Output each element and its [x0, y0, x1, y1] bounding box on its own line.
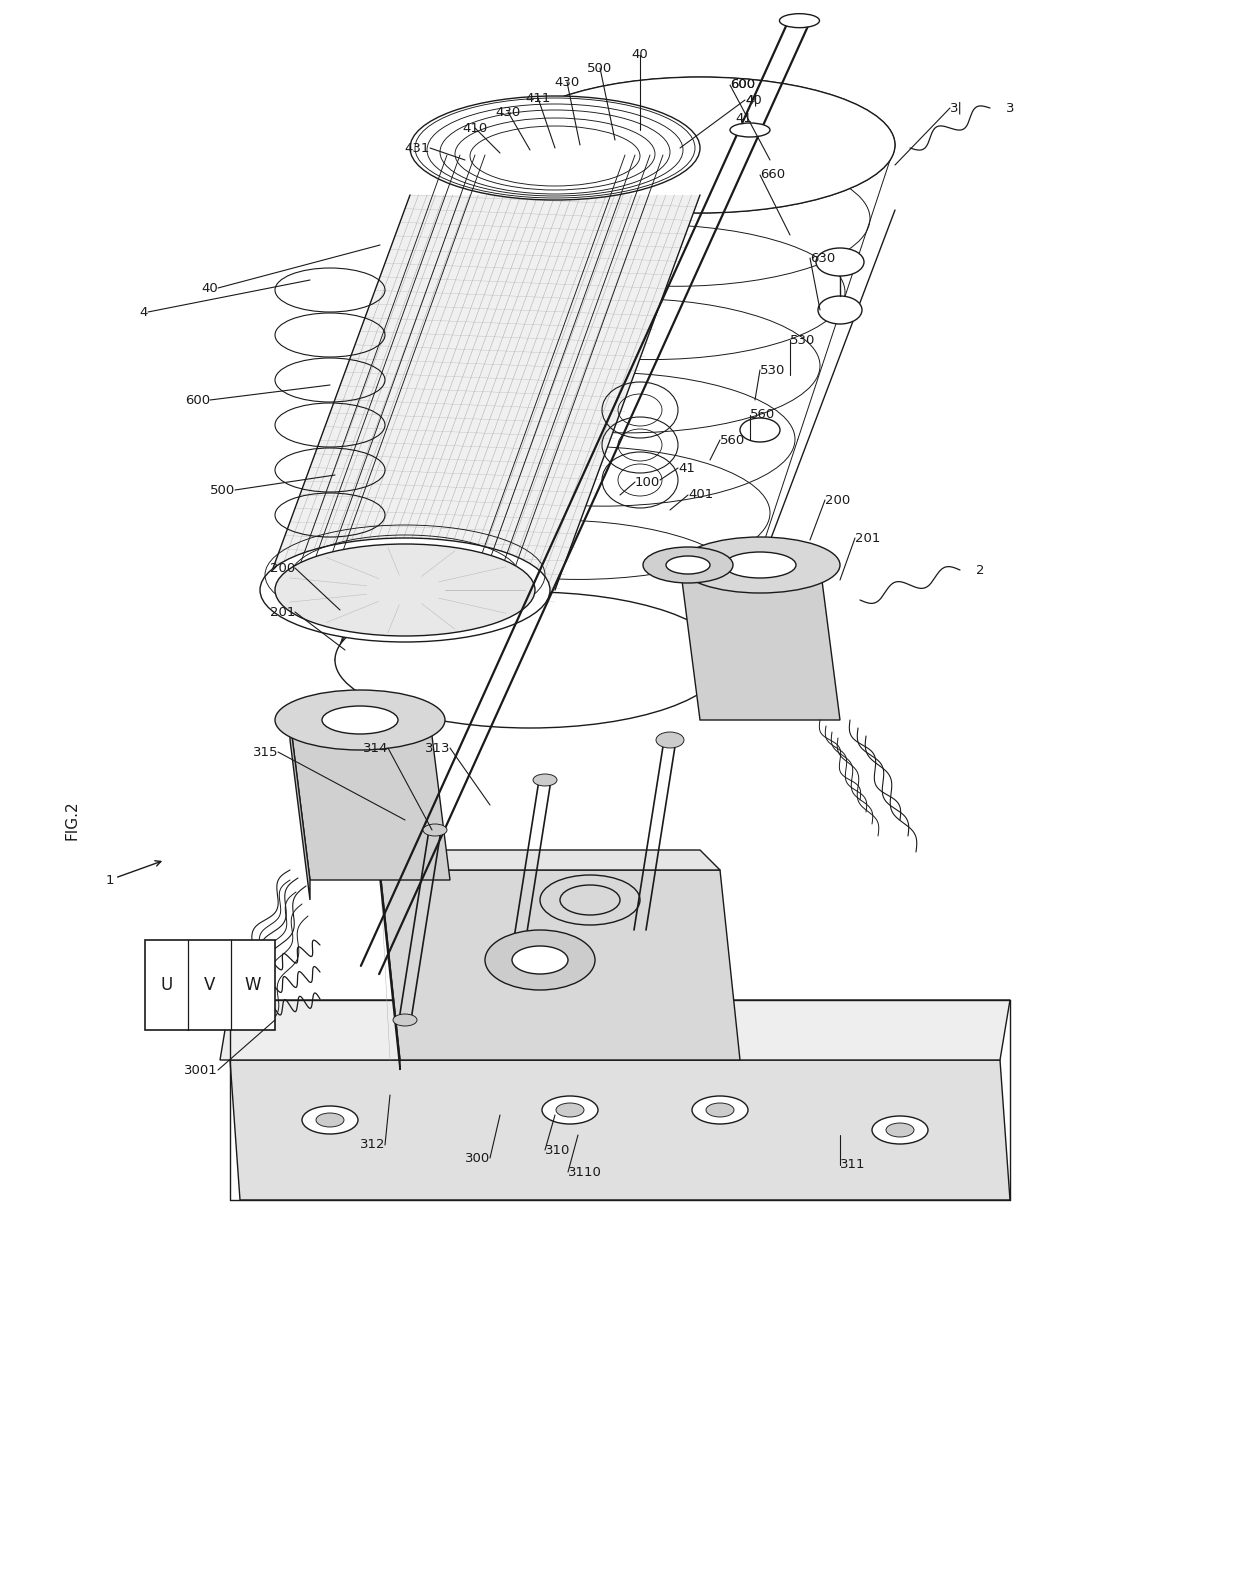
Text: 313: 313: [424, 742, 450, 755]
Ellipse shape: [740, 418, 780, 442]
Text: 3: 3: [1006, 102, 1014, 114]
Ellipse shape: [393, 1014, 417, 1026]
Text: 1: 1: [105, 874, 114, 887]
Text: 40: 40: [201, 281, 218, 294]
Polygon shape: [290, 720, 310, 899]
Text: 430: 430: [495, 105, 521, 119]
Ellipse shape: [692, 1096, 748, 1123]
Polygon shape: [680, 566, 839, 720]
Polygon shape: [265, 195, 701, 590]
Ellipse shape: [303, 1106, 358, 1135]
Text: 600: 600: [730, 78, 755, 92]
Text: 560: 560: [720, 434, 745, 447]
Text: 600: 600: [730, 78, 755, 92]
Text: 200: 200: [825, 494, 851, 507]
Text: W: W: [244, 976, 262, 995]
Text: 3|: 3|: [950, 102, 963, 114]
Polygon shape: [379, 871, 740, 1060]
Text: 660: 660: [760, 168, 785, 181]
Text: 201: 201: [269, 605, 295, 618]
Ellipse shape: [335, 593, 725, 728]
Ellipse shape: [887, 1123, 914, 1138]
Ellipse shape: [512, 945, 568, 974]
Ellipse shape: [275, 543, 534, 636]
Text: 630: 630: [810, 251, 836, 264]
Ellipse shape: [644, 547, 733, 583]
Text: 40: 40: [631, 49, 649, 62]
Ellipse shape: [505, 76, 895, 213]
Polygon shape: [219, 999, 1011, 1060]
Text: FIG.2: FIG.2: [64, 801, 81, 841]
Text: 530: 530: [790, 334, 816, 346]
Polygon shape: [290, 720, 450, 880]
Ellipse shape: [556, 1103, 584, 1117]
Text: 4: 4: [140, 305, 148, 318]
Text: 201: 201: [856, 531, 880, 545]
Text: 100: 100: [635, 475, 660, 488]
Text: 41: 41: [735, 111, 751, 124]
Ellipse shape: [730, 122, 770, 137]
Text: 3110: 3110: [568, 1165, 601, 1179]
Text: U: U: [161, 976, 174, 995]
Text: 431: 431: [404, 141, 430, 154]
Ellipse shape: [410, 95, 701, 200]
Ellipse shape: [316, 1112, 343, 1127]
Text: 315: 315: [253, 745, 278, 758]
Ellipse shape: [816, 248, 864, 276]
Polygon shape: [360, 850, 720, 871]
Text: 411: 411: [526, 92, 551, 105]
Text: 41: 41: [678, 461, 694, 475]
Text: 500: 500: [588, 62, 613, 75]
Ellipse shape: [872, 1115, 928, 1144]
Text: 4|: 4|: [745, 94, 758, 106]
Ellipse shape: [485, 930, 595, 990]
Text: 500: 500: [210, 483, 236, 496]
Ellipse shape: [706, 1103, 734, 1117]
Text: 410: 410: [463, 121, 487, 135]
Text: 560: 560: [750, 408, 775, 421]
Ellipse shape: [818, 296, 862, 324]
Polygon shape: [229, 1060, 1011, 1200]
Ellipse shape: [656, 733, 684, 748]
Text: 530: 530: [760, 364, 785, 377]
Text: V: V: [205, 976, 216, 995]
Text: 310: 310: [546, 1144, 570, 1157]
Ellipse shape: [780, 14, 820, 27]
Polygon shape: [379, 871, 401, 1069]
Ellipse shape: [724, 551, 796, 578]
Ellipse shape: [322, 706, 398, 734]
Ellipse shape: [423, 825, 446, 836]
FancyBboxPatch shape: [145, 941, 275, 1030]
Text: 401: 401: [688, 488, 713, 502]
Text: 311: 311: [839, 1158, 866, 1171]
Text: 430: 430: [554, 76, 579, 89]
Text: 200: 200: [270, 561, 295, 575]
Text: 40: 40: [745, 94, 761, 106]
Ellipse shape: [542, 1096, 598, 1123]
Text: 300: 300: [465, 1152, 490, 1165]
Text: 314: 314: [362, 742, 388, 755]
Text: 3001: 3001: [185, 1063, 218, 1076]
Ellipse shape: [533, 774, 557, 787]
Ellipse shape: [680, 537, 839, 593]
Text: 312: 312: [360, 1138, 384, 1152]
Text: 2: 2: [976, 564, 985, 577]
Text: 600: 600: [185, 394, 210, 407]
Ellipse shape: [260, 539, 551, 642]
Ellipse shape: [275, 690, 445, 750]
Ellipse shape: [666, 556, 711, 574]
